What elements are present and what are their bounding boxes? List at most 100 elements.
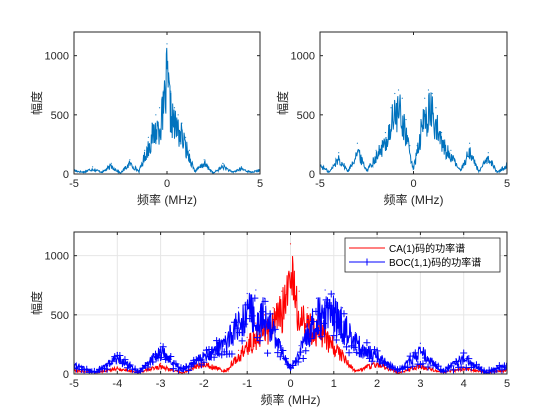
legend-label-1: CA(1)码的功率谱 [389,242,465,255]
data-point [459,168,461,170]
series-marker [241,320,249,328]
data-point [328,171,330,173]
data-point [92,166,94,168]
data-point [401,97,403,99]
series-marker [243,301,251,309]
series-marker [187,363,195,371]
x-tick-label: -2 [199,378,209,390]
series-marker [233,324,241,332]
y-tick-label: 0 [309,169,315,181]
data-point [390,107,392,109]
data-point [427,89,430,91]
data-point [240,166,242,168]
series-marker [503,365,507,373]
legend-marker [363,258,371,266]
data-point [147,136,149,138]
data-point [394,92,396,95]
data-point [138,169,140,172]
data-point [354,369,357,372]
series-marker [350,343,358,351]
data-point [160,342,162,344]
series-marker [498,366,506,374]
data-point [341,307,344,309]
data-point [354,331,357,334]
series-marker [279,346,287,354]
x-tick-label: 0 [287,378,293,390]
data-point [497,171,499,173]
series-marker [421,354,429,362]
series-marker [271,325,279,333]
data-point [333,292,335,295]
x-tick-label: -4 [112,378,122,390]
x-axis-label: 频率 (MHz) [137,192,197,207]
y-tick-label: 1000 [45,51,69,63]
data-point [398,372,400,374]
series-marker [345,349,353,357]
data-point [185,136,187,138]
series-marker [144,363,152,371]
series-marker [332,336,340,344]
series-marker [360,346,368,354]
data-point [250,171,252,173]
data-point [151,122,153,124]
data-point [203,349,205,351]
series-marker [172,360,180,368]
data-point [160,362,162,364]
series-marker [131,365,139,373]
series-marker [322,296,330,304]
x-tick-label: 5 [504,178,510,190]
series-marker [309,318,317,326]
data-point [203,159,205,161]
y-tick-label: 1000 [45,251,69,263]
series-marker [325,302,333,310]
data-point [469,142,471,144]
x-axis-label: 频率 (MHz) [384,192,444,207]
series-marker [251,294,259,302]
x-tick-label: 4 [461,378,467,390]
series-marker [236,329,244,337]
x-axis-label: 频率 (MHz) [261,392,321,407]
data-point [487,152,489,154]
data-point [177,114,179,116]
series-line-1 [74,256,507,374]
data-point [441,369,443,372]
series-marker [404,363,412,371]
series-marker [450,366,458,374]
series-marker [363,339,371,347]
data-point [246,292,248,295]
data-point [298,290,300,292]
data-point [463,352,465,354]
y-tick-label: 500 [297,110,315,122]
series-marker [185,366,193,374]
series-marker [442,367,450,374]
series-marker [284,360,292,368]
series-marker [490,368,498,374]
series-marker [264,349,272,357]
data-point [181,122,183,124]
data-point [412,166,415,168]
data-point [315,297,318,299]
series-marker [320,319,328,327]
data-point [416,145,418,147]
series-marker [118,360,126,368]
series-marker [465,355,473,363]
data-point [281,290,283,292]
data-point [231,171,233,173]
data-point [101,171,103,173]
data-point [289,366,292,368]
data-point [376,349,378,351]
data-point [289,243,292,245]
data-point [409,145,411,147]
series-marker [299,354,307,362]
data-point [484,371,486,373]
series-marker [335,318,343,326]
data-point [255,289,257,291]
data-point [224,331,227,334]
series-marker [302,347,310,355]
data-layer [74,43,260,174]
data-point [155,114,157,116]
data-point [419,342,421,344]
series-marker [258,308,266,316]
